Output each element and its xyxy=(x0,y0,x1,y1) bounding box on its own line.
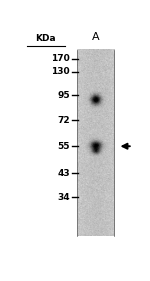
Text: 34: 34 xyxy=(57,192,70,201)
Text: 95: 95 xyxy=(57,91,70,100)
Text: 130: 130 xyxy=(51,67,70,76)
Text: KDa: KDa xyxy=(35,34,56,43)
Text: A: A xyxy=(92,32,99,42)
Text: 43: 43 xyxy=(57,169,70,178)
Text: 170: 170 xyxy=(51,54,70,63)
Text: 55: 55 xyxy=(57,142,70,151)
Text: 72: 72 xyxy=(57,116,70,125)
